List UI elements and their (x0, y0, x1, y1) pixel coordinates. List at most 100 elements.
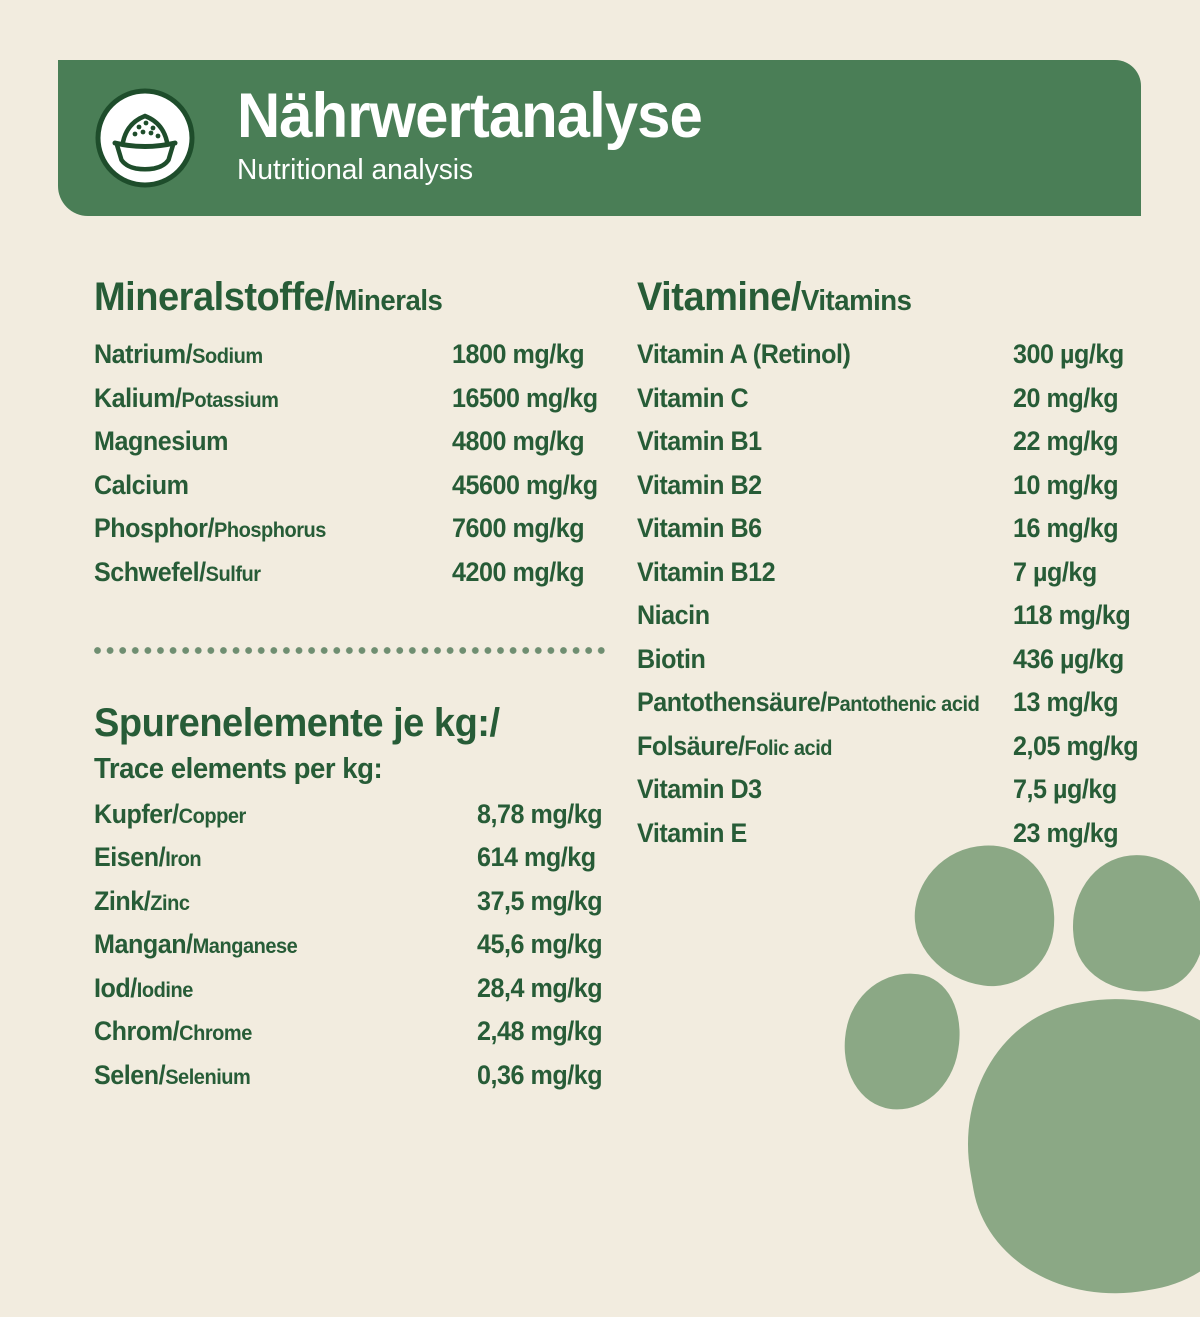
trace-elements-table: Kupfer/Copper 8,78 mg/kg Eisen/Iron 614 mg/… (94, 800, 606, 1094)
nutrient-label: Iod/Iodine (94, 974, 193, 1007)
nutrient-row: Biotin 436 µg/kg (637, 645, 1142, 678)
nutrient-name-en: Chrome (179, 1021, 252, 1045)
nutrient-value: 37,5 mg/kg (477, 885, 603, 916)
section-title-trace-en: Trace elements per kg: (94, 752, 383, 785)
nutrient-row: Vitamin E 23 mg/kg (637, 819, 1142, 852)
nutrient-row: Zink/Zinc 37,5 mg/kg (94, 887, 606, 920)
section-title-minerals-de: Mineralstoffe/ (94, 275, 335, 319)
nutrient-row: Vitamin C 20 mg/kg (637, 384, 1142, 417)
nutrient-row: Vitamin B1 22 mg/kg (637, 427, 1142, 460)
nutrient-name-de: Vitamin E (637, 817, 747, 848)
nutrient-row: Kupfer/Copper 8,78 mg/kg (94, 800, 606, 833)
section-title-trace-de: Spurenelemente je kg:/ (94, 700, 500, 745)
nutrient-label: Niacin (637, 601, 710, 634)
nutrient-name-de: Vitamin C (637, 382, 749, 413)
nutrient-label: Vitamin B6 (637, 514, 762, 547)
page-title: Nährwertanalyse (237, 81, 703, 151)
nutrient-value: 118 mg/kg (1013, 600, 1131, 630)
nutrient-name-de: Magnesium (94, 426, 228, 456)
nutrient-name-de: Vitamin B1 (637, 426, 762, 456)
paw-toe-icon (1059, 842, 1200, 1006)
nutrient-name-de: Kupfer/ (94, 798, 179, 829)
section-title-vitamins-de: Vitamine/ (637, 275, 801, 319)
section-title-minerals: Mineralstoffe/Minerals (94, 276, 580, 324)
section-title-vitamins-en: Vitamins (800, 285, 912, 317)
nutrient-value: 7,5 µg/kg (1013, 774, 1117, 804)
nutrient-name-de: Zink/ (94, 885, 151, 916)
food-bowl-icon (93, 86, 197, 190)
nutrient-name-de: Vitamin D3 (637, 774, 762, 804)
nutrient-row: Eisen/Iron 614 mg/kg (94, 843, 606, 876)
nutrition-label-page: { "header": { "title": "Nährwertanalyse"… (58, 60, 1200, 1317)
nutrient-value: 4200 mg/kg (452, 556, 585, 587)
nutrient-name-en: Copper (178, 803, 247, 828)
paw-toe-icon (830, 960, 974, 1122)
nutrient-name-en: Sodium (192, 344, 263, 368)
nutrient-value: 8,78 mg/kg (477, 798, 603, 829)
nutrient-row: Iod/Iodine 28,4 mg/kg (94, 974, 606, 1007)
nutrient-label: Zink/Zinc (94, 887, 190, 920)
nutrient-name-en: Manganese (192, 934, 298, 958)
nutrient-value: 16 mg/kg (1013, 513, 1119, 543)
nutrient-value: 2,05 mg/kg (1013, 730, 1139, 761)
nutrient-row: Mangan/Manganese 45,6 mg/kg (94, 930, 606, 963)
nutrient-label: Vitamin A (Retinol) (637, 339, 851, 373)
nutrient-value: 16500 mg/kg (452, 382, 598, 413)
nutrient-row: Niacin 118 mg/kg (637, 601, 1142, 634)
nutrient-name-en: Pantothenic acid (826, 692, 980, 716)
section-title-trace-elements: Spurenelemente je kg:/ Trace elements pe… (94, 702, 580, 784)
nutrient-name-en: Zinc (150, 890, 190, 915)
nutrient-label: Folsäure/Folic acid (637, 730, 833, 765)
page-subtitle: Nutritional analysis (237, 154, 474, 186)
nutrient-row: Phosphor/Phosphorus 7600 mg/kg (94, 514, 606, 547)
nutrient-value: 436 µg/kg (1013, 643, 1124, 674)
nutrient-name-en: Sulfur (205, 561, 261, 586)
vitamins-table: Vitamin A (Retinol) 300 µg/kg Vitamin C 20 … (637, 340, 1142, 852)
nutrient-name-de: Schwefel/ (94, 556, 206, 587)
nutrient-label: Natrium/Sodium (94, 340, 263, 373)
nutrient-value: 614 mg/kg (477, 842, 596, 872)
nutrient-label: Kalium/Potassium (94, 384, 279, 417)
nutrient-row: Kalium/Potassium 16500 mg/kg (94, 384, 606, 417)
nutrient-value: 20 mg/kg (1013, 382, 1119, 413)
header-banner: Nährwertanalyse Nutritional analysis (58, 60, 1141, 216)
nutrient-value: 45600 mg/kg (452, 469, 598, 500)
nutrient-name-de: Phosphor/ (94, 513, 214, 543)
nutrient-name-de: Vitamin B2 (637, 469, 762, 500)
nutrient-name-de: Vitamin A (Retinol) (637, 339, 851, 369)
section-title-minerals-en: Minerals (334, 285, 443, 317)
nutrient-name-de: Vitamin B6 (637, 513, 762, 543)
nutrient-value: 22 mg/kg (1013, 426, 1119, 456)
nutrient-row: Natrium/Sodium 1800 mg/kg (94, 340, 606, 373)
nutrient-row: Selen/Selenium 0,36 mg/kg (94, 1061, 606, 1094)
nutrient-name-de: Folsäure/ (637, 730, 745, 761)
nutrient-label: Vitamin B12 (637, 558, 776, 591)
nutrient-row: Vitamin B2 10 mg/kg (637, 471, 1142, 504)
minerals-table: Natrium/Sodium 1800 mg/kg Kalium/Potassium… (94, 340, 606, 591)
nutrient-row: Magnesium 4800 mg/kg (94, 427, 606, 460)
nutrient-name-de: Calcium (94, 469, 189, 500)
nutrient-label: Selen/Selenium (94, 1061, 251, 1094)
nutrient-value: 1800 mg/kg (452, 339, 585, 369)
nutrient-label: Vitamin B1 (637, 427, 762, 460)
nutrient-row: Vitamin B6 16 mg/kg (637, 514, 1142, 547)
nutrient-value: 28,4 mg/kg (477, 972, 603, 1003)
nutrient-value: 10 mg/kg (1013, 469, 1119, 500)
nutrient-label: Mangan/Manganese (94, 929, 298, 963)
nutrient-name-en: Iron (165, 847, 202, 871)
nutrient-value: 7 µg/kg (1013, 556, 1097, 587)
paw-pad-icon (944, 974, 1200, 1317)
nutrient-label: Biotin (637, 643, 706, 678)
nutrient-name-de: Eisen/ (94, 842, 166, 872)
nutrient-name-de: Biotin (637, 643, 706, 674)
nutrient-name-de: Mangan/ (94, 929, 193, 959)
nutrient-value: 0,36 mg/kg (477, 1059, 603, 1090)
nutrient-label: Vitamin C (637, 382, 749, 417)
nutrient-name-en: Phosphorus (213, 518, 326, 542)
nutrient-label: Chrom/Chrome (94, 1017, 252, 1050)
nutrient-name-en: Iodine (136, 977, 194, 1002)
nutrient-name-en: Potassium (181, 387, 279, 412)
nutrient-row: Schwefel/Sulfur 4200 mg/kg (94, 558, 606, 591)
right-column: Vitamine/Vitamins Vitamin A (Retinol) 300… (637, 276, 1142, 862)
nutrient-value: 13 mg/kg (1013, 687, 1119, 717)
